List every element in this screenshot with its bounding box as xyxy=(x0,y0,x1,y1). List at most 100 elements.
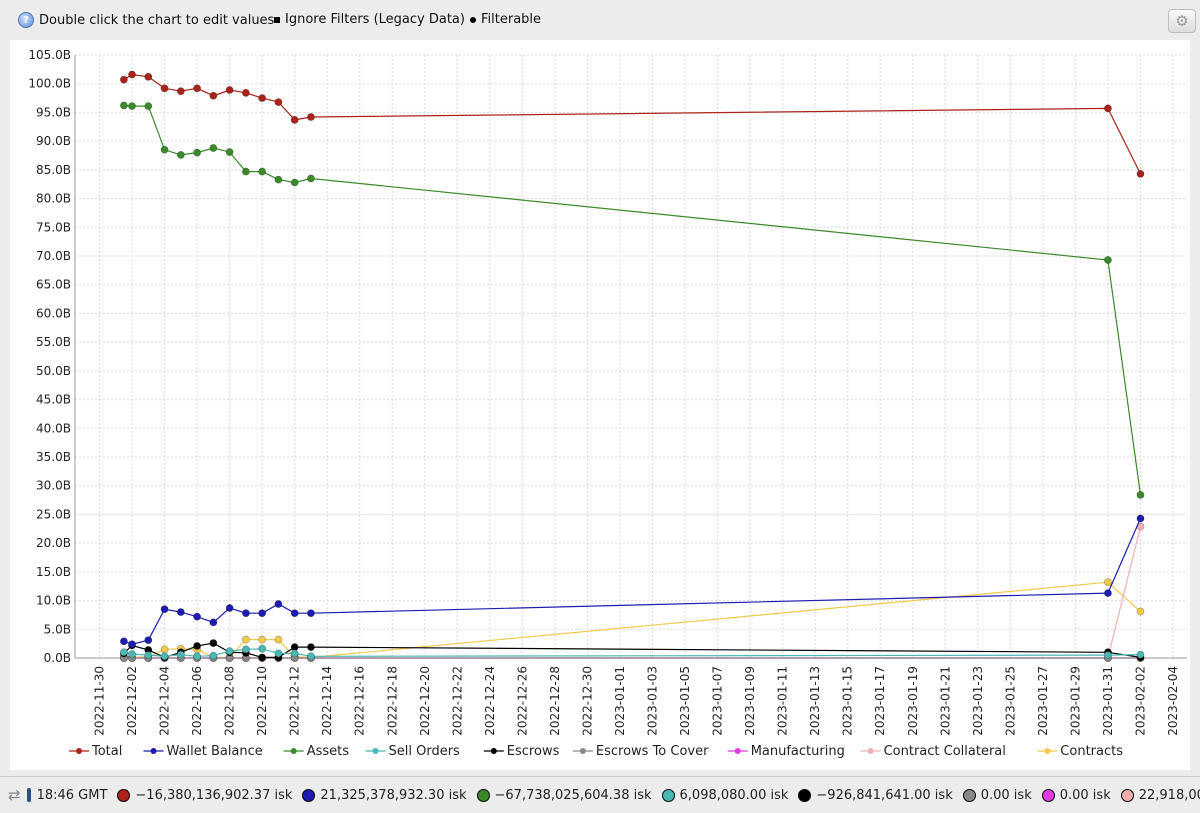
legend-marker xyxy=(290,748,297,754)
data-point xyxy=(241,89,250,97)
chart-panel[interactable]: 0.0B 5.0B 10.0B 15.0B 20.0B 25.0B 30.0B 35.0B 40… xyxy=(10,40,1190,770)
data-point xyxy=(160,652,169,661)
settings-button[interactable]: ⚙ xyxy=(1168,9,1196,33)
legend-marker xyxy=(150,748,157,754)
y-tick-label: 85.0B xyxy=(36,163,71,177)
legend-label: Contract Collateral xyxy=(884,744,1006,759)
y-tick-label: 95.0B xyxy=(36,105,71,119)
x-tick-label: 2023-01-03 xyxy=(646,666,660,736)
ignore-filters-label: Ignore Filters (Legacy Data) xyxy=(285,12,465,27)
line-chart[interactable]: 0.0B 5.0B 10.0B 15.0B 20.0B 25.0B 30.0B 35.0B 40… xyxy=(10,40,1190,770)
legend-item: Wallet Balance xyxy=(143,744,263,759)
data-point xyxy=(1136,169,1145,178)
x-tick-label: 2023-01-27 xyxy=(1036,666,1050,736)
legend-item: Assets xyxy=(283,744,350,759)
legend-marker xyxy=(867,748,874,754)
data-point xyxy=(209,618,218,627)
data-point xyxy=(225,604,234,612)
data-point xyxy=(160,145,169,154)
status-value-7: 22,918,000,000.00 is xyxy=(1120,787,1200,803)
legend-item: Escrows xyxy=(483,744,560,759)
status-swatch-icon xyxy=(798,788,812,802)
plot-area xyxy=(75,55,1187,658)
x-tick-label: 2022-12-20 xyxy=(418,666,432,736)
status-value-4: −926,841,641.00 isk xyxy=(798,788,953,803)
legend-item: Sell Orders xyxy=(365,744,460,759)
legend-label: Escrows xyxy=(507,744,560,759)
data-point xyxy=(1104,651,1112,660)
x-tick-label: 2023-01-05 xyxy=(678,666,692,736)
data-point xyxy=(209,144,218,152)
data-point xyxy=(1136,491,1145,499)
status-swatch-icon xyxy=(302,788,316,802)
ignore-filters-toggle[interactable]: Ignore Filters (Legacy Data) xyxy=(274,12,465,27)
legend-marker xyxy=(372,748,379,754)
data-point xyxy=(241,609,250,618)
x-tick-label: 2023-01-07 xyxy=(711,666,725,736)
data-point xyxy=(307,609,315,618)
status-value-2: −67,738,025,604.38 isk xyxy=(476,787,652,803)
data-point xyxy=(119,637,128,646)
data-point xyxy=(225,647,234,656)
data-point xyxy=(209,651,218,660)
x-tick-label: 2022-12-30 xyxy=(580,666,594,736)
data-point xyxy=(193,148,201,157)
status-value-text: 0.00 isk xyxy=(980,787,1032,803)
x-tick-label: 2023-01-25 xyxy=(1003,666,1017,736)
data-point xyxy=(290,178,299,187)
data-point xyxy=(160,645,169,654)
status-value-text: −16,380,136,902.37 isk xyxy=(135,787,293,803)
series-wallet-balance xyxy=(119,514,1145,649)
y-tick-label: 5.0B xyxy=(44,622,71,636)
refresh-icon[interactable]: ⇄ xyxy=(8,786,21,804)
help-hint: ? Double click the chart to edit values xyxy=(18,12,274,28)
x-tick-label: 2022-12-14 xyxy=(320,666,334,736)
y-tick-label: 90.0B xyxy=(36,134,71,148)
data-point xyxy=(274,649,283,658)
y-tick-label: 75.0B xyxy=(36,220,71,234)
legend-label: Manufacturing xyxy=(751,744,845,759)
status-bar: ⇄ 18:46 GMT −16,380,136,902.37 isk 21,325… xyxy=(0,776,1200,813)
x-tick-label: 2023-01-17 xyxy=(873,666,887,736)
data-point xyxy=(144,636,153,645)
status-value-6: 0.00 isk xyxy=(1041,787,1111,803)
data-point xyxy=(144,651,153,660)
data-point xyxy=(258,644,267,653)
x-tick-label: 2022-12-04 xyxy=(158,666,172,736)
data-point xyxy=(258,94,267,102)
x-tick-label: 2023-01-09 xyxy=(743,666,757,736)
status-value-text: 22,918,000,000.00 is xyxy=(1138,787,1200,803)
filterable-toggle[interactable]: Filterable xyxy=(470,12,541,27)
data-point xyxy=(128,650,136,658)
y-tick-label: 20.0B xyxy=(36,536,71,550)
y-tick-label: 65.0B xyxy=(36,278,71,292)
x-tick-label: 2023-01-15 xyxy=(841,666,855,736)
series-sell-orders xyxy=(119,644,1145,661)
data-point xyxy=(1104,578,1112,587)
x-tick-label: 2022-12-26 xyxy=(515,666,529,736)
x-tick-label: 2023-01-13 xyxy=(808,666,822,736)
data-point xyxy=(1104,256,1112,264)
legend-marker xyxy=(734,748,741,754)
y-tick-label: 105.0B xyxy=(28,48,71,62)
y-tick-label: 0.0B xyxy=(44,651,71,665)
toolbar: ? Double click the chart to edit values … xyxy=(0,0,1200,40)
x-tick-label: 2022-12-10 xyxy=(255,666,269,736)
legend-label: Contracts xyxy=(1060,744,1123,759)
status-values: −16,380,136,902.37 isk 21,325,378,932.30 … xyxy=(113,788,1200,803)
y-tick-label: 25.0B xyxy=(36,507,71,521)
legend-marker xyxy=(579,748,586,754)
data-point xyxy=(1136,650,1145,659)
x-tick-label: 2022-12-08 xyxy=(223,666,237,736)
help-icon[interactable]: ? xyxy=(18,12,34,28)
data-point xyxy=(241,635,250,644)
data-point xyxy=(1136,514,1145,523)
legend-label: Assets xyxy=(307,744,350,759)
data-point xyxy=(274,98,283,106)
x-tick-label: 2023-01-21 xyxy=(938,666,952,736)
status-value-1: 21,325,378,932.30 isk xyxy=(302,788,467,803)
y-tick-label: 30.0B xyxy=(36,479,71,493)
status-value-text: −67,738,025,604.38 isk xyxy=(494,787,652,803)
x-tick-label: 2023-01-31 xyxy=(1101,666,1115,736)
status-value-text: 0.00 isk xyxy=(1059,787,1111,803)
